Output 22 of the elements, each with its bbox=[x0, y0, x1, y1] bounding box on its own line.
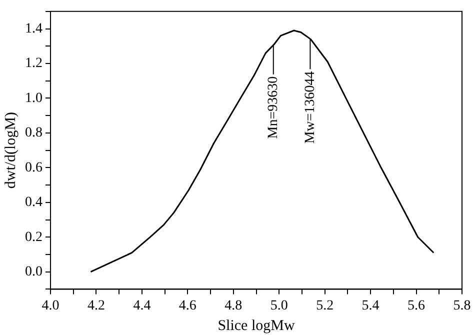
x-tick-label: 4.8 bbox=[224, 298, 242, 314]
annotation: Mn=93630 bbox=[266, 76, 282, 139]
y-tick-label: 1.0 bbox=[25, 90, 42, 106]
y-tick-label: 1.4 bbox=[25, 21, 42, 36]
y-tick-label: 0.6 bbox=[25, 160, 42, 176]
x-tick-label: 4.6 bbox=[178, 298, 196, 314]
y-tick-label: 0.2 bbox=[25, 230, 42, 245]
x-axis-title: Slice logMw bbox=[218, 318, 295, 334]
x-tick-label: 5.0 bbox=[270, 298, 288, 314]
x-tick-label: 5.8 bbox=[453, 298, 471, 314]
y-tick-label: 0.4 bbox=[25, 195, 42, 210]
y-tick-label: 1.2 bbox=[25, 56, 42, 72]
x-tick-label: 5.2 bbox=[316, 298, 334, 314]
x-tick-label: 4.0 bbox=[42, 298, 60, 314]
x-tick-label: 4.4 bbox=[133, 298, 151, 314]
y-tick-label: 0.0 bbox=[25, 264, 42, 280]
y-axis-title: dwt/d(logM) bbox=[2, 112, 19, 189]
x-tick-label: 4.2 bbox=[87, 298, 105, 314]
annotation: Mw=136044 bbox=[302, 71, 318, 144]
y-tick-label: 0.8 bbox=[25, 126, 42, 141]
x-tick-label: 5.4 bbox=[362, 298, 380, 314]
x-tick-label: 5.6 bbox=[408, 298, 426, 314]
